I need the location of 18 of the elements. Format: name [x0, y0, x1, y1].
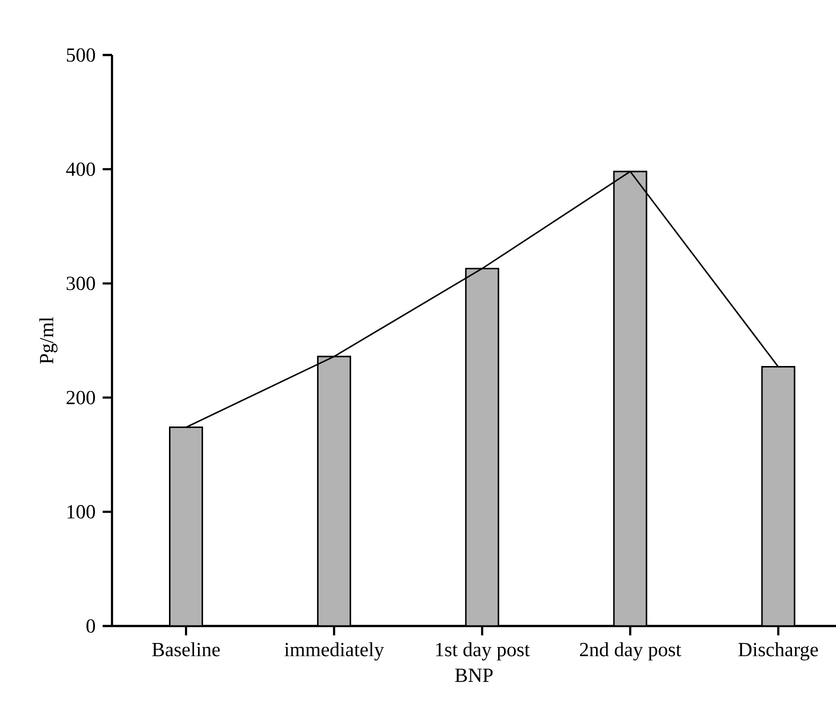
- x-tick-label: Baseline: [152, 642, 220, 656]
- y-tick-label: 0: [86, 619, 95, 633]
- x-tick-label: immediately: [284, 642, 384, 660]
- x-tick-label: 1st day post: [436, 642, 530, 660]
- bar: [613, 170, 648, 626]
- bar: [317, 356, 352, 626]
- bar: [465, 268, 500, 626]
- y-tick-label: 200: [66, 390, 95, 404]
- x-tick-label: Discharge: [738, 642, 818, 660]
- y-tick-label: 100: [67, 505, 95, 519]
- y-tick-label: 500: [66, 48, 95, 62]
- x-axis-title: BNP: [455, 668, 493, 682]
- x-tick-label: 2nd day post: [580, 642, 682, 660]
- y-axis-title: Pg/ml: [39, 317, 58, 364]
- y-tick-label: 400: [66, 162, 95, 176]
- bar: [761, 366, 796, 626]
- bar: [169, 426, 204, 626]
- y-tick-label: 300: [66, 276, 95, 290]
